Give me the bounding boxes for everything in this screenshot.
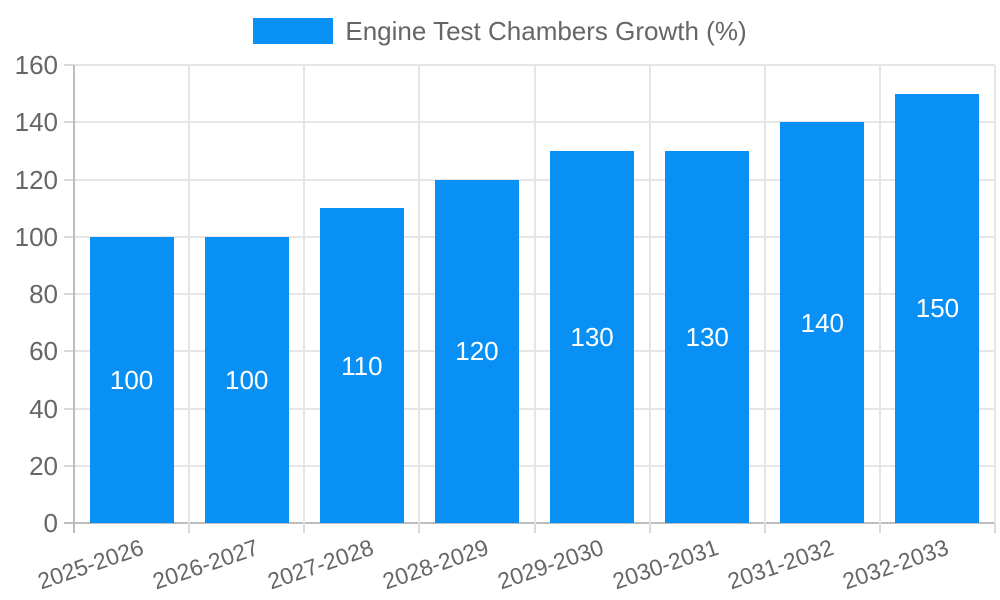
x-axis-tick (994, 523, 996, 533)
bar-value-label: 140 (800, 307, 844, 338)
x-axis-tick (648, 523, 651, 533)
x-tick-label: 2031-2032 (724, 533, 838, 595)
x-axis-tick (418, 523, 421, 533)
bar-value-label: 130 (685, 321, 729, 352)
y-axis-tick (64, 121, 74, 124)
y-tick-label: 80 (29, 279, 58, 309)
bar[interactable]: 120 (434, 179, 519, 523)
x-gridline (994, 65, 996, 523)
bar[interactable]: 100 (89, 236, 174, 523)
x-gridline (533, 65, 536, 523)
legend-swatch (253, 18, 334, 44)
bar-value-label: 130 (570, 321, 614, 352)
bar[interactable]: 130 (665, 150, 750, 523)
x-tick-label: 2026-2027 (149, 533, 262, 595)
x-tick-label: 2030-2031 (609, 533, 722, 595)
bar-value-label: 150 (915, 293, 960, 324)
bar-value-label: 120 (455, 336, 499, 367)
x-tick-label: 2028-2029 (379, 533, 492, 595)
bar[interactable]: 130 (550, 150, 635, 523)
y-axis-tick (64, 178, 74, 181)
bar[interactable]: 140 (780, 122, 865, 523)
x-axis-tick (763, 523, 766, 533)
y-tick-label: 120 (14, 164, 58, 195)
y-tick-label: 40 (29, 393, 58, 424)
bar[interactable]: 100 (204, 236, 289, 523)
y-tick-label: 0 (43, 508, 58, 538)
y-axis-tick (64, 350, 74, 353)
x-tick-label: 2032-2033 (839, 533, 953, 595)
x-axis-tick (73, 523, 75, 533)
x-axis-tick (878, 523, 881, 533)
x-gridline (73, 65, 75, 523)
bar[interactable]: 150 (895, 93, 980, 523)
x-axis-tick (533, 523, 536, 533)
y-tick-label: 20 (29, 450, 58, 481)
y-axis-tick (64, 522, 74, 524)
y-axis-tick (64, 64, 74, 66)
x-gridline (763, 65, 766, 523)
y-tick-label: 140 (14, 107, 58, 138)
x-axis-tick (303, 523, 306, 533)
x-gridline (418, 65, 421, 523)
y-axis-tick (64, 407, 74, 410)
x-gridline (878, 65, 881, 523)
y-axis-tick (64, 464, 74, 467)
y-tick-label: 160 (14, 50, 58, 80)
bar-value-label: 110 (341, 350, 383, 381)
x-tick-label: 2029-2030 (494, 533, 607, 595)
y-axis-tick (64, 235, 74, 238)
x-gridline (303, 65, 306, 523)
x-gridline (648, 65, 651, 523)
x-tick-label: 2027-2028 (264, 533, 377, 595)
y-tick-label: 60 (29, 336, 58, 367)
x-gridline (188, 65, 191, 523)
chart-legend[interactable]: Engine Test Chambers Growth (%) (0, 16, 1000, 46)
y-axis-tick (64, 293, 74, 295)
bar[interactable]: 110 (319, 208, 404, 523)
x-axis-tick (188, 523, 191, 533)
bar-value-label: 100 (109, 364, 154, 395)
legend-label: Engine Test Chambers Growth (%) (345, 16, 747, 46)
y-tick-label: 100 (14, 221, 58, 252)
x-tick-label: 2025-2026 (33, 533, 147, 595)
bar-value-label: 100 (224, 364, 269, 395)
